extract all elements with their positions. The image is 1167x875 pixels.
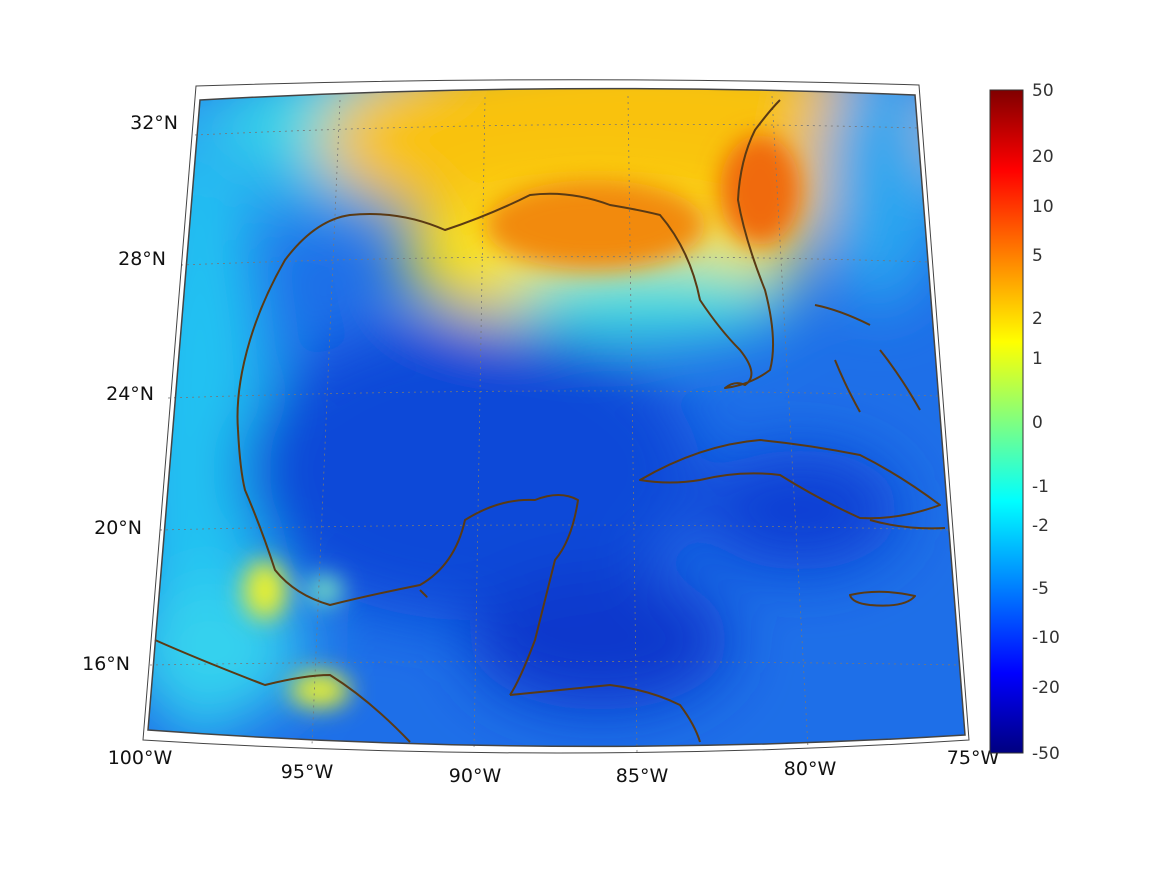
hispaniola-edge [869,519,946,530]
anomaly-field [148,88,965,747]
colorbar-gradient [989,89,1024,754]
cuba [639,439,941,520]
lon-label: 100°W [108,747,173,769]
coast-mexico [237,429,579,696]
lon-label: 85°W [616,765,669,787]
lat-label: 32°N [130,112,178,134]
yucatan-bank [419,589,428,598]
bahamas [814,304,921,413]
jamaica [849,590,916,607]
colorbar-tick: -5 [1032,579,1049,599]
colorbar-tick: -2 [1032,516,1049,536]
lat-label: 24°N [106,383,154,405]
coast-pacific [154,639,411,743]
colorbar-tick: 10 [1032,197,1054,217]
colorbar-tick: 50 [1032,81,1054,101]
colorbar-tick: 2 [1032,309,1043,329]
coast-central-america [509,684,701,743]
lon-label: 95°W [281,761,334,783]
colorbar-tick: -1 [1032,477,1049,497]
colorbar-tick: 0 [1032,413,1043,433]
colorbar-tick: 20 [1032,147,1054,167]
colorbar-tick: -10 [1032,628,1060,648]
lat-label: 20°N [94,517,142,539]
map-frame-outer [142,79,970,754]
lon-label: 80°W [784,758,837,780]
map-frame [147,87,966,748]
lon-label: 90°W [449,765,502,787]
colorbar-tick: 5 [1032,246,1043,266]
latitude-labels: 32°N 28°N 24°N 20°N 16°N [82,112,178,675]
coast-gulf-north [236,99,781,431]
colorbar: 50 20 10 5 2 1 0 -1 -2 -5 -10 -20 -50 [989,81,1060,764]
lat-label: 28°N [118,248,166,270]
longitude-labels: 100°W 95°W 90°W 85°W 80°W 75°W [108,747,1000,787]
lon-label: 75°W [947,747,1000,769]
colorbar-tick: 1 [1032,349,1043,369]
graticule [149,95,961,753]
lat-label: 16°N [82,653,130,675]
coastlines [154,99,946,743]
colorbar-tick: -50 [1032,744,1060,764]
colorbar-tick: -20 [1032,678,1060,698]
